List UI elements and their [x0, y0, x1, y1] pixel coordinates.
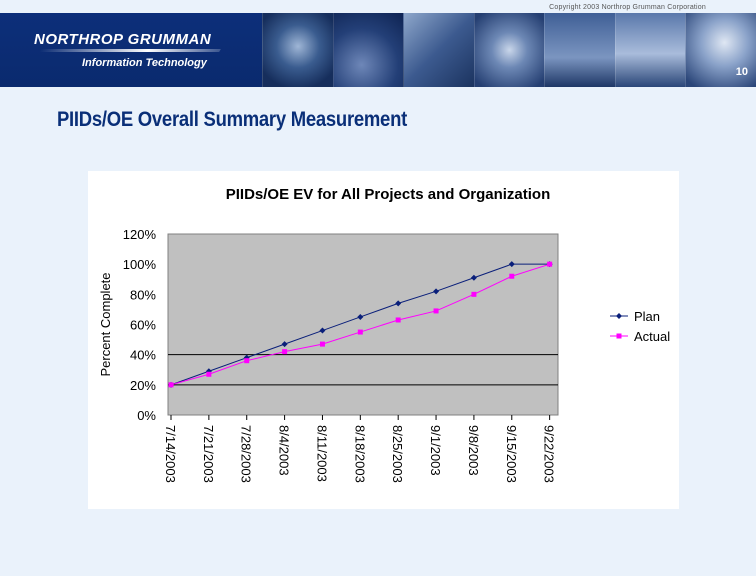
legend-label-plan: Plan — [634, 309, 660, 324]
data-point-actual — [395, 317, 401, 323]
page-title: PIIDs/OE Overall Summary Measurement — [57, 108, 407, 131]
data-point-plan — [319, 327, 326, 334]
banner-photo-strip — [262, 13, 756, 87]
data-point-plan — [433, 288, 440, 295]
chart-title: PIIDs/OE EV for All Projects and Organiz… — [226, 186, 551, 203]
y-tick-label: 80% — [130, 287, 156, 302]
banner-photo-ship — [614, 13, 686, 87]
legend-marker-actual — [616, 333, 622, 339]
y-tick-label: 0% — [137, 408, 156, 423]
x-tick-label: 8/4/2003 — [277, 425, 292, 476]
data-point-actual — [433, 308, 439, 314]
x-tick-label: 9/15/2003 — [504, 425, 519, 483]
banner-photo-satellite — [685, 13, 756, 87]
data-point-plan — [508, 261, 515, 268]
data-point-actual — [471, 291, 477, 297]
data-point-plan — [357, 313, 364, 320]
ev-line-chart: PIIDs/OE EV for All Projects and Organiz… — [98, 186, 670, 483]
y-tick-label: 60% — [130, 318, 156, 333]
x-tick-label: 9/22/2003 — [542, 425, 557, 483]
data-point-actual — [206, 371, 212, 377]
banner-photo-technician — [403, 13, 474, 87]
data-point-actual — [168, 382, 174, 388]
legend-label-actual: Actual — [634, 329, 670, 344]
legend-marker-plan — [616, 313, 622, 319]
data-point-actual — [357, 329, 363, 335]
logo-area: NORTHROP GRUMMAN Information Technology — [0, 13, 262, 87]
chart-panel: PIIDs/OE EV for All Projects and Organiz… — [88, 171, 679, 509]
logo-swoosh — [39, 49, 221, 52]
data-point-actual — [244, 358, 250, 364]
header-banner: NORTHROP GRUMMAN Information Technology … — [0, 13, 756, 87]
x-tick-label: 7/28/2003 — [239, 425, 254, 483]
data-point-plan — [243, 354, 250, 361]
x-tick-label: 9/8/2003 — [466, 425, 481, 476]
data-point-plan — [281, 341, 288, 348]
y-tick-label: 120% — [123, 227, 157, 242]
data-point-actual — [547, 261, 553, 267]
plot-area — [167, 233, 559, 416]
copyright-text: Copyright 2003 Northrop Grumman Corporat… — [549, 4, 706, 11]
banner-photo-earth — [262, 13, 333, 87]
y-tick-label: 40% — [130, 348, 156, 363]
y-tick-label: 100% — [123, 257, 157, 272]
page-number: 10 — [735, 66, 748, 78]
data-point-actual — [319, 341, 325, 347]
banner-photo-aircraft — [473, 13, 545, 87]
x-tick-label: 7/14/2003 — [163, 425, 178, 483]
division-logo-text: Information Technology — [82, 57, 207, 69]
data-point-plan — [395, 300, 402, 307]
company-logo-text: NORTHROP GRUMMAN — [34, 31, 212, 48]
x-tick-label: 9/1/2003 — [428, 425, 443, 476]
data-point-plan — [470, 274, 477, 281]
x-tick-label: 8/25/2003 — [390, 425, 405, 483]
x-tick-label: 8/18/2003 — [352, 425, 367, 483]
banner-photo-submarine — [544, 13, 615, 87]
data-point-actual — [509, 273, 515, 279]
y-axis-label: Percent Complete — [98, 272, 113, 376]
banner-photo-stage — [332, 13, 404, 87]
data-point-actual — [282, 349, 288, 355]
x-tick-label: 7/21/2003 — [201, 425, 216, 483]
x-tick-label: 8/11/2003 — [314, 425, 329, 482]
y-tick-label: 20% — [130, 378, 156, 393]
